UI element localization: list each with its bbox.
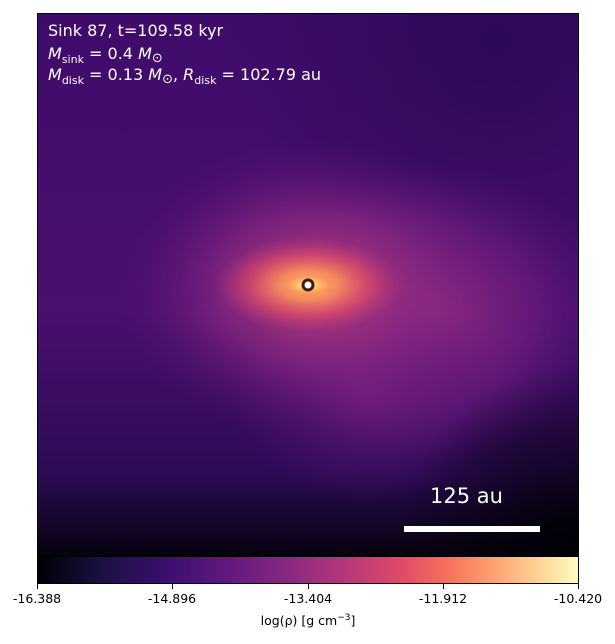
mass-symbol-2: M: [138, 44, 152, 63]
sink-subscript: sink: [61, 53, 84, 66]
colorbar-tick: [578, 584, 579, 589]
colorbar-label: log(ρ) [g cm−3]: [261, 613, 356, 628]
colorbar-tick: [37, 584, 38, 589]
solar-symbol-2: ⊙: [162, 72, 173, 87]
colorbar: [37, 556, 579, 584]
radius-symbol: R: [183, 65, 195, 84]
mass-symbol: M: [48, 44, 62, 63]
disk-mass-symbol: M: [48, 65, 62, 84]
colorbar-tick-label: -14.896: [147, 591, 197, 606]
colorbar-tick-label: -16.388: [12, 591, 62, 606]
colorbar-tick: [308, 584, 309, 589]
colorbar-tick: [172, 584, 173, 589]
colorbar-tick-label: -10.420: [553, 591, 603, 606]
colorbar-tick-label: -11.912: [418, 591, 468, 606]
sink-marker: [301, 278, 315, 292]
disk-properties-text: Mdisk = 0.13 M⊙, Rdisk = 102.79 au: [48, 65, 321, 87]
sink-mass-value: = 0.4: [89, 44, 133, 63]
disk-subscript: disk: [61, 74, 84, 87]
scale-bar-label: 125 au: [430, 484, 503, 508]
solar-symbol: ⊙: [151, 51, 163, 66]
disk-radius-value: = 102.79 au: [221, 65, 322, 84]
sink-mass-text: Msink = 0.4 M⊙: [48, 44, 163, 66]
density-map-panel: Sink 87, t=109.58 kyr Msink = 0.4 M⊙ Mdi…: [37, 13, 579, 556]
colorbar-label-main: log(ρ) [g cm: [260, 613, 338, 629]
scale-bar: [404, 526, 540, 532]
disk-mass-unit-symbol: M: [148, 65, 163, 84]
colorbar-label-exponent: −3: [337, 613, 351, 623]
disk-radius-subscript: disk: [194, 74, 217, 87]
colorbar-label-close: ]: [350, 613, 356, 629]
density-map: [38, 14, 578, 555]
colorbar-tick: [443, 584, 444, 589]
comma: ,: [172, 65, 179, 84]
colorbar-tick-label: -13.404: [283, 591, 333, 606]
disk-mass-value: = 0.13: [89, 65, 144, 84]
sink-title: Sink 87, t=109.58 kyr: [48, 21, 224, 40]
